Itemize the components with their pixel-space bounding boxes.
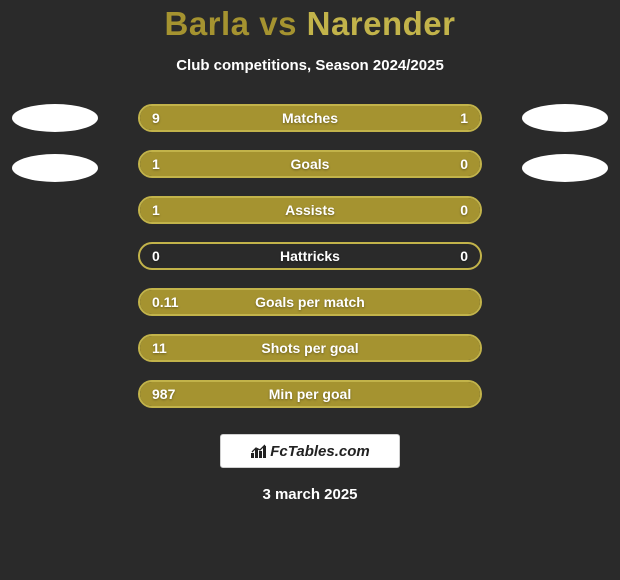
stats-card: Barla vs Narender Club competitions, Sea… bbox=[0, 0, 620, 580]
stat-metric: Min per goal bbox=[180, 386, 440, 402]
avatars-left bbox=[0, 104, 110, 182]
stat-metric: Assists bbox=[180, 202, 440, 218]
stat-value-right: 0 bbox=[440, 202, 480, 218]
stat-row: 0Hattricks0 bbox=[138, 242, 482, 270]
subtitle: Club competitions, Season 2024/2025 bbox=[0, 57, 620, 74]
player1-name: Barla bbox=[164, 5, 249, 42]
vs-text: vs bbox=[259, 5, 297, 42]
avatar bbox=[522, 104, 608, 132]
stat-value-left: 0 bbox=[140, 248, 180, 264]
stat-value-left: 987 bbox=[140, 386, 180, 402]
stat-metric: Hattricks bbox=[180, 248, 440, 264]
avatars-right bbox=[510, 104, 620, 182]
stat-value-left: 11 bbox=[140, 340, 180, 356]
stat-value-left: 0.11 bbox=[140, 294, 180, 310]
stat-row: 0.11Goals per match bbox=[138, 288, 482, 316]
comparison-block: 9Matches11Goals01Assists00Hattricks00.11… bbox=[0, 104, 620, 408]
source-badge-text: FcTables.com bbox=[270, 443, 369, 460]
date-text: 3 march 2025 bbox=[0, 486, 620, 503]
stat-value-left: 1 bbox=[140, 202, 180, 218]
player2-name: Narender bbox=[307, 5, 456, 42]
stat-value-right: 0 bbox=[440, 248, 480, 264]
avatar bbox=[522, 154, 608, 182]
stat-row: 1Assists0 bbox=[138, 196, 482, 224]
chart-icon bbox=[250, 443, 268, 459]
avatar bbox=[12, 154, 98, 182]
stat-value-right: 0 bbox=[440, 156, 480, 172]
stat-metric: Goals per match bbox=[180, 294, 440, 310]
stat-value-left: 1 bbox=[140, 156, 180, 172]
avatar bbox=[12, 104, 98, 132]
stat-metric: Matches bbox=[180, 110, 440, 126]
stat-row: 987Min per goal bbox=[138, 380, 482, 408]
stat-rows: 9Matches11Goals01Assists00Hattricks00.11… bbox=[138, 104, 482, 408]
stat-value-right: 1 bbox=[440, 110, 480, 126]
page-title: Barla vs Narender bbox=[0, 5, 620, 43]
stat-metric: Shots per goal bbox=[180, 340, 440, 356]
stat-row: 1Goals0 bbox=[138, 150, 482, 178]
stat-value-left: 9 bbox=[140, 110, 180, 126]
stat-metric: Goals bbox=[180, 156, 440, 172]
stat-row: 9Matches1 bbox=[138, 104, 482, 132]
stat-row: 11Shots per goal bbox=[138, 334, 482, 362]
source-badge[interactable]: FcTables.com bbox=[220, 434, 400, 468]
